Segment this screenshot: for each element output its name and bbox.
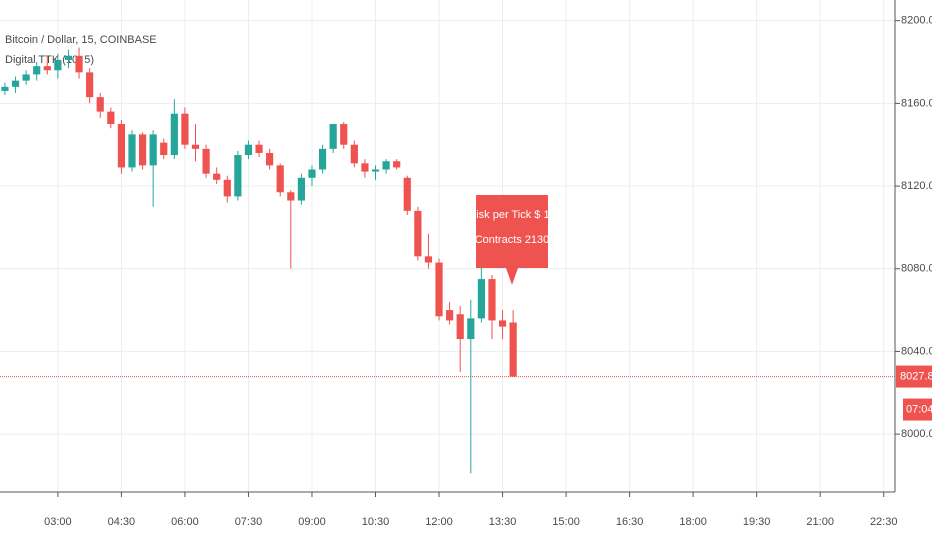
candle-body [43,66,51,71]
candle-body [371,169,380,172]
candle-body [64,55,73,60]
candle-body [340,124,348,145]
candle-body [181,113,189,145]
x-tick-label: 19:30 [743,516,771,528]
candles [1,47,517,474]
candle-body [488,279,496,321]
candle-body [361,163,369,172]
candle-body [234,155,242,197]
candle-body [202,148,210,174]
x-tick-label: 22:30 [870,516,898,528]
candle-body [414,210,422,257]
candle-body [223,179,231,197]
candle-body [318,148,327,170]
candle-body [424,256,433,263]
candle-body [191,144,200,149]
x-tick-label: 16:30 [616,516,644,528]
candle-body [467,318,475,340]
candle-body [446,310,454,321]
candle-body [393,161,401,168]
y-tick-label: 8160.00 [901,97,932,109]
last-price-label: 8027.84 [900,370,932,382]
candle-body [244,144,253,156]
candle-body [128,134,136,168]
y-tick-label: 8040.00 [901,345,932,357]
candle-body [138,134,147,166]
candle-body [11,80,20,87]
candle-body [96,97,104,112]
y-tick-label: 8200.00 [901,15,932,27]
x-tick-label: 15:00 [552,516,580,528]
candle-body [86,72,94,98]
annotation-box [476,195,548,285]
candle-body [435,262,443,317]
candle-body [160,142,168,156]
candle-body [266,152,274,166]
x-tick-label: 09:00 [298,516,326,528]
candle-body [498,320,507,327]
candle-body [255,144,263,153]
candle-body [1,86,9,91]
candle-body [33,66,41,75]
x-tick-label: 03:00 [44,516,72,528]
candle-body [170,113,178,156]
candle-body [297,177,305,201]
y-tick-label: 8000.00 [901,428,932,440]
annotation-text: Contracts 2130 [475,234,550,246]
y-tick-label: 8120.00 [901,180,932,192]
candle-body [276,165,284,193]
x-tick-label: 06:00 [171,516,199,528]
candle-body [308,169,316,178]
x-tick-label: 04:30 [108,516,136,528]
x-tick-label: 12:00 [425,516,453,528]
candle-body [477,279,485,319]
candle-body [287,192,295,201]
candle-body [329,124,337,149]
candle-body [382,161,390,170]
candle-body [213,173,221,180]
candle-body [509,322,517,377]
candle-body [22,74,30,81]
candle-body [75,55,83,73]
countdown-label: 07:04 [906,403,932,415]
annotation-text: Risk per Tick $ 10 [468,209,555,221]
candle-body [403,177,411,211]
annotation: Risk per Tick $ 10 Contracts 2130 [468,195,556,285]
x-tick-label: 13:30 [489,516,517,528]
x-tick-label: 10:30 [362,516,390,528]
x-tick-label: 18:00 [679,516,707,528]
candle-body [54,59,62,71]
candle-body [117,124,126,168]
price-tags: 8027.84 07:04 [0,365,932,421]
candle-body [456,314,464,340]
chart-title: Bitcoin / Dollar, 15, COINBASE [5,34,157,46]
countdown-tag [903,398,932,421]
last-price-tag [896,365,932,388]
candle-body [350,144,358,164]
candle-body [107,111,115,125]
y-tick-label: 8080.00 [901,263,932,275]
x-tick-label: 07:30 [235,516,263,528]
candle-body [149,134,157,166]
x-tick-label: 21:00 [806,516,834,528]
